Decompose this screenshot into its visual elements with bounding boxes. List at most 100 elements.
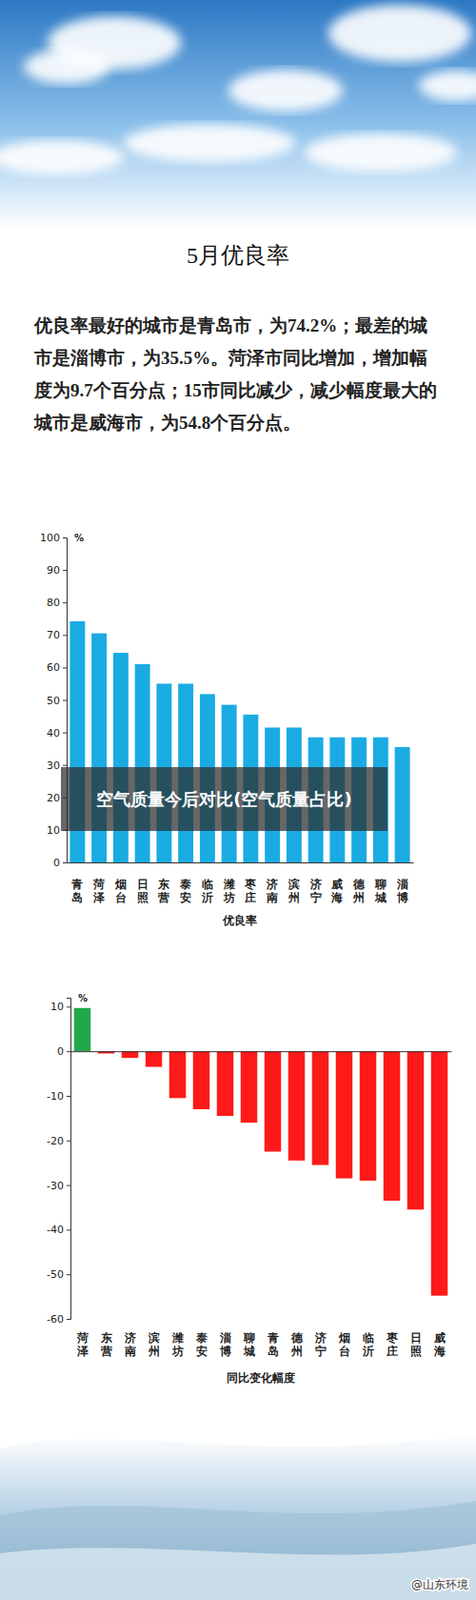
y-unit: %	[74, 532, 84, 543]
y-tick: 50	[46, 694, 67, 707]
x-tick-char: 宁	[315, 1343, 327, 1357]
watermark: @山东环境	[411, 1576, 469, 1590]
y-tick-mark	[62, 634, 67, 635]
bar	[336, 1050, 354, 1177]
overlay-band: 空气质量今后对比(空气质量占比)	[60, 766, 388, 831]
bar	[359, 1050, 377, 1180]
cloud	[123, 123, 296, 162]
bar	[74, 1007, 92, 1051]
y-tick: 100	[39, 531, 67, 544]
y-unit: %	[78, 991, 88, 1003]
land-layer	[0, 1499, 476, 1599]
x-tick-char: 州	[147, 1343, 160, 1357]
x-tick-label: 滨州	[147, 1329, 160, 1357]
y-tick: 60	[46, 660, 67, 674]
x-tick-char: 青	[70, 876, 83, 891]
x-tick-label: 日照	[137, 876, 149, 904]
x-tick-char: 坊	[171, 1343, 184, 1357]
x-tick-label: 枣庄	[243, 876, 257, 904]
x-tick-char: 城	[374, 890, 387, 904]
landscape	[0, 1408, 476, 1599]
bar	[217, 1050, 235, 1115]
x-tick-label: 潍坊	[222, 876, 236, 904]
y-tick-label: 30	[46, 758, 60, 772]
x-tick-label: 枣庄	[385, 1329, 398, 1357]
bar	[288, 1050, 306, 1160]
y-tick-mark	[66, 1228, 71, 1230]
x-tick-label: 德州	[290, 1329, 304, 1357]
y-tick-mark	[62, 601, 67, 603]
y-tick-label: -50	[46, 1267, 64, 1280]
x-tick-char: 营	[99, 1343, 113, 1357]
x-tick-label: 潍坊	[171, 1329, 184, 1357]
x-tick-char: 日	[410, 1329, 422, 1344]
cloud	[23, 49, 110, 84]
y-tick-label: 10	[50, 999, 64, 1012]
x-tick-label: 聊城	[374, 876, 387, 904]
x-tick-char: 州	[287, 890, 300, 904]
x-tick-char: 沂	[200, 890, 214, 904]
x-tick-char: 德	[352, 876, 366, 891]
x-tick-char: 烟	[114, 876, 127, 891]
y-axis-line	[66, 997, 72, 1319]
x-axis-line	[71, 1050, 453, 1052]
y-tick-mark	[66, 1272, 71, 1274]
bar	[383, 1050, 401, 1200]
x-tick-label: 临沂	[361, 1329, 375, 1357]
x-tick-label: 聊城	[242, 1329, 256, 1357]
x-tick-char: 菏	[92, 876, 105, 891]
x-tick-char: 济	[265, 876, 278, 891]
bar	[431, 1050, 449, 1294]
x-tick-char: 坊	[222, 890, 236, 904]
x-tick-char: 南	[265, 890, 278, 904]
x-tick-char: 海	[433, 1343, 446, 1357]
y-tick-mark	[62, 666, 67, 668]
x-tick-char: 照	[410, 1343, 422, 1357]
x-tick-label: 泰安	[195, 1329, 208, 1357]
y-tick: 90	[46, 563, 67, 576]
x-tick-label: 菏泽	[92, 876, 106, 904]
x-tick-label: 济宁	[314, 1329, 327, 1357]
y-tick: 40	[46, 726, 67, 739]
bars	[74, 1007, 449, 1295]
x-axis-line	[67, 861, 415, 863]
x-tick-label: 东营	[99, 1329, 113, 1357]
x-tick-label: 济宁	[309, 876, 322, 904]
x-tick-labels: 菏泽东营济南滨州潍坊泰安淄博聊城青岛德州济宁烟台临沂枣庄日照威海	[76, 1329, 446, 1357]
x-tick-label: 淄博	[396, 876, 409, 904]
cloud	[328, 4, 472, 62]
y-tick-mark	[62, 861, 67, 863]
cloud	[228, 69, 343, 112]
x-tick-label: 德州	[352, 876, 366, 904]
y-tick-label: 50	[46, 694, 60, 707]
x-tick-char: 沂	[361, 1343, 375, 1357]
x-tick-char: 淄	[218, 1329, 232, 1344]
x-tick-label: 烟台	[114, 876, 127, 904]
x-tick-char: 枣	[243, 876, 257, 891]
y-tick-mark	[62, 699, 67, 701]
y-tick: -30	[46, 1178, 71, 1191]
y-tick-label: -10	[46, 1089, 64, 1102]
x-tick-labels: 青岛菏泽烟台日照东营泰安临沂潍坊枣庄济南滨州济宁威海德州聊城淄博	[70, 876, 408, 904]
y-tick-label: -40	[46, 1222, 64, 1235]
x-tick-label: 东营	[157, 876, 170, 904]
x-tick-char: 安	[179, 890, 192, 904]
x-tick-char: 滨	[147, 1329, 160, 1344]
x-tick-char: 东	[99, 1329, 113, 1344]
x-tick-char: 泽	[92, 890, 106, 904]
y-tick: 80	[46, 595, 67, 609]
title: 5月优良率	[0, 239, 476, 271]
x-tick-char: 庄	[243, 890, 257, 904]
x-axis	[67, 861, 415, 863]
x-axis	[71, 1050, 453, 1052]
x-tick-char: 聊	[374, 876, 387, 891]
bar	[193, 1050, 211, 1109]
x-tick-char: 南	[123, 1343, 137, 1357]
x-tick-label: 济南	[265, 876, 278, 904]
x-tick-char: 临	[362, 1329, 375, 1344]
x-tick-char: 菏	[76, 1329, 89, 1344]
cloud	[0, 139, 124, 175]
sky-background	[0, 0, 476, 229]
bar-chart: 0102030405060708090100青岛菏泽烟台日照东营泰安临沂潍坊枣庄…	[0, 514, 476, 943]
bar	[169, 1050, 187, 1097]
